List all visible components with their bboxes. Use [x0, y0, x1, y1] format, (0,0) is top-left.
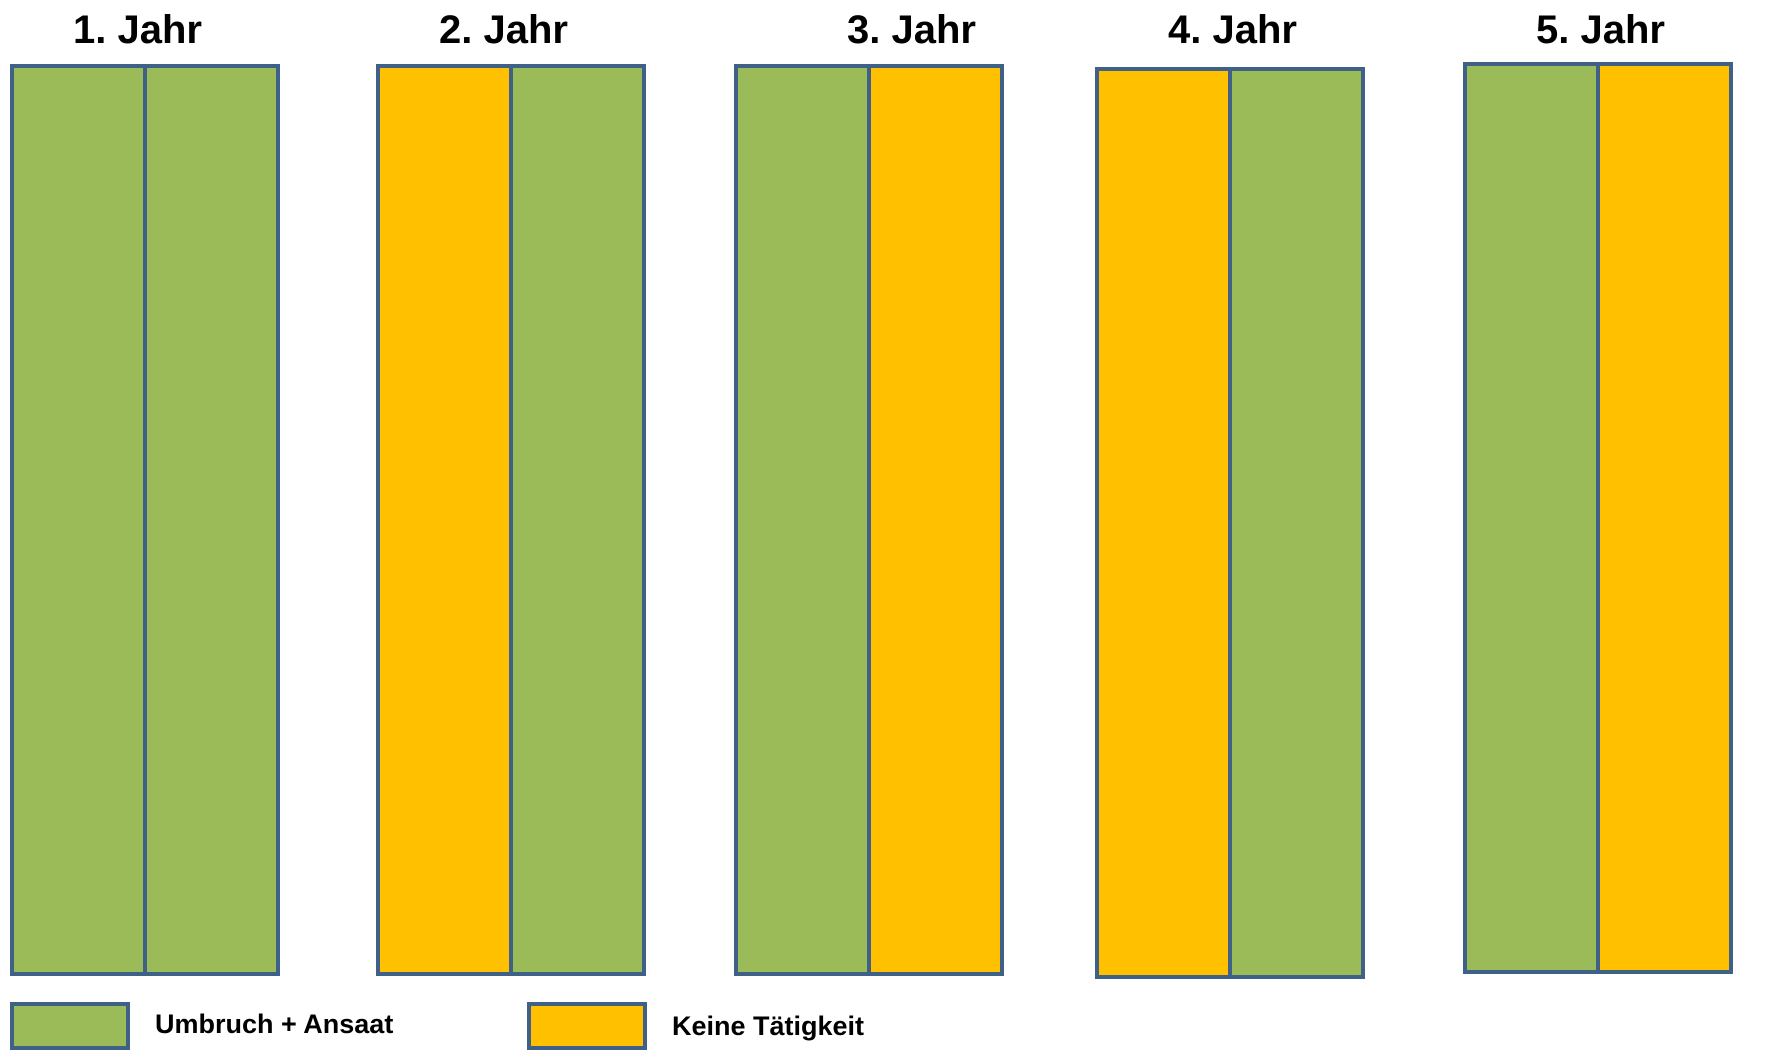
field-strip-right [1228, 71, 1361, 975]
field-plot [734, 64, 1004, 976]
legend-label: Keine Tätigkeit [672, 1011, 865, 1041]
field-strip-right [1596, 66, 1729, 970]
legend-swatch [527, 1002, 647, 1050]
field-strip-left [1467, 66, 1596, 970]
legend-label: Umbruch + Ansaat [155, 1009, 394, 1039]
year-title: 4. Jahr [1168, 8, 1297, 52]
field-strip-left [738, 68, 867, 972]
field-strip-left [14, 68, 143, 972]
field-strip-right [143, 68, 276, 972]
field-plot [10, 64, 280, 976]
field-plot [1095, 67, 1365, 979]
year-title: 1. Jahr [73, 8, 202, 52]
field-strip-left [380, 68, 509, 972]
field-strip-right [867, 68, 1000, 972]
field-plot [376, 64, 646, 976]
year-title: 2. Jahr [439, 8, 568, 52]
field-strip-right [509, 68, 642, 972]
field-strip-left [1099, 71, 1228, 975]
year-title: 5. Jahr [1536, 8, 1665, 52]
legend-swatch [10, 1002, 130, 1050]
field-plot [1463, 62, 1733, 974]
year-title: 3. Jahr [847, 8, 976, 52]
